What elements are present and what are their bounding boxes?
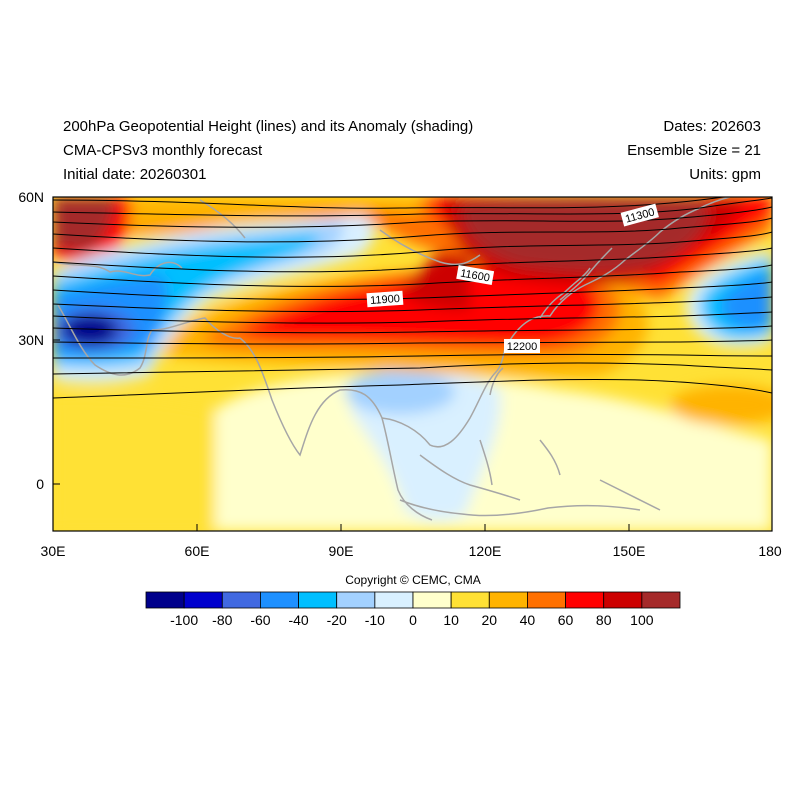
lat-tick-60n: 60N: [18, 189, 44, 205]
colorbar-box: [298, 591, 338, 609]
copyright-notice: Copyright © CEMC, CMA: [345, 573, 481, 587]
lat-tick-marks: [53, 196, 60, 485]
colorbar: [145, 591, 681, 609]
contour-label-11900: 11900: [366, 290, 404, 308]
contour-label-12200: 12200: [504, 339, 540, 353]
colorbar-box: [260, 591, 299, 609]
colorbar-tick-label: -100: [170, 612, 198, 628]
colorbar-tick-label: -20: [327, 612, 347, 628]
lon-tick-120e: 120E: [469, 543, 502, 559]
colorbar-tick-label: 60: [558, 612, 574, 628]
lat-tick-30n: 30N: [18, 332, 44, 348]
colorbar-tick-label: 0: [409, 612, 417, 628]
colorbar-box: [527, 591, 566, 609]
colorbar-box: [603, 591, 643, 609]
colorbar-tick-label: -10: [365, 612, 385, 628]
units-label: Units: gpm: [689, 166, 761, 183]
colorbar-tick-label: -80: [212, 612, 232, 628]
height-contours: [53, 197, 772, 399]
colorbar-box: [145, 591, 185, 609]
colorbar-labels: -100 -80 -60 -40 -20 -10 0 10 20 40 60 80 100: [170, 612, 654, 628]
lon-tick-60e: 60E: [185, 543, 210, 559]
colorbar-box: [221, 591, 261, 609]
contour-label-11600-text: 11600: [459, 268, 490, 285]
lon-tick-90e: 90E: [329, 543, 354, 559]
colorbar-box: [412, 591, 452, 609]
colorbar-tick-label: -60: [250, 612, 270, 628]
lon-tick-180: 180: [758, 543, 782, 559]
forecast-dates: Dates: 202603: [663, 118, 761, 135]
colorbar-tick-label: -40: [288, 612, 308, 628]
lat-tick-0: 0: [36, 476, 44, 492]
ensemble-size: Ensemble Size = 21: [627, 142, 761, 159]
colorbar-tick-label: 10: [443, 612, 459, 628]
colorbar-tick-label: 80: [596, 612, 612, 628]
anomaly-shading: [53, 197, 772, 531]
colorbar-tick-label: 100: [630, 612, 654, 628]
contour-labels: 11300 11600 11900 12200: [366, 203, 659, 353]
lon-tick-marks: [52, 524, 773, 531]
colorbar-tick-label: 40: [520, 612, 536, 628]
map-frame: [52, 196, 773, 532]
contour-label-12200-text: 12200: [507, 341, 538, 353]
colorbar-box: [488, 591, 528, 609]
colorbar-box: [374, 591, 414, 609]
colorbar-box: [450, 591, 490, 609]
initial-date: Initial date: 20260301: [63, 166, 207, 183]
colorbar-box: [183, 591, 223, 609]
model-subtitle: CMA-CPSv3 monthly forecast: [63, 142, 263, 159]
contour-label-11600: 11600: [456, 264, 495, 286]
colorbar-box: [565, 591, 605, 609]
map-title: 200hPa Geopotential Height (lines) and i…: [63, 118, 474, 135]
lon-tick-150e: 150E: [613, 543, 646, 559]
colorbar-box: [641, 591, 681, 609]
colorbar-tick-label: 20: [482, 612, 498, 628]
colorbar-box: [336, 591, 376, 609]
contour-label-11900-text: 11900: [370, 293, 401, 307]
lon-tick-30e: 30E: [41, 543, 66, 559]
